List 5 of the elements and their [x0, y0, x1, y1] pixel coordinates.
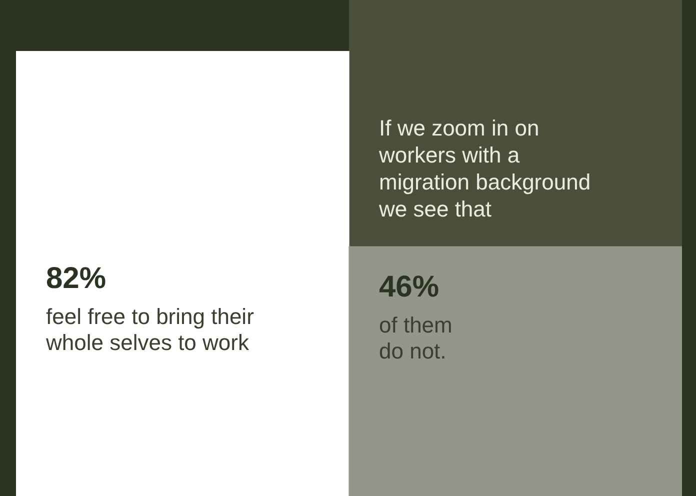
- annotation: If we zoom in on workers with a migration background we see that: [378, 116, 591, 222]
- data-label: 82%: [46, 262, 106, 295]
- data-label: 46%: [379, 270, 440, 304]
- annotation: of them do not.: [379, 312, 452, 364]
- annotation: feel free to bring their whole selves to work: [45, 304, 254, 355]
